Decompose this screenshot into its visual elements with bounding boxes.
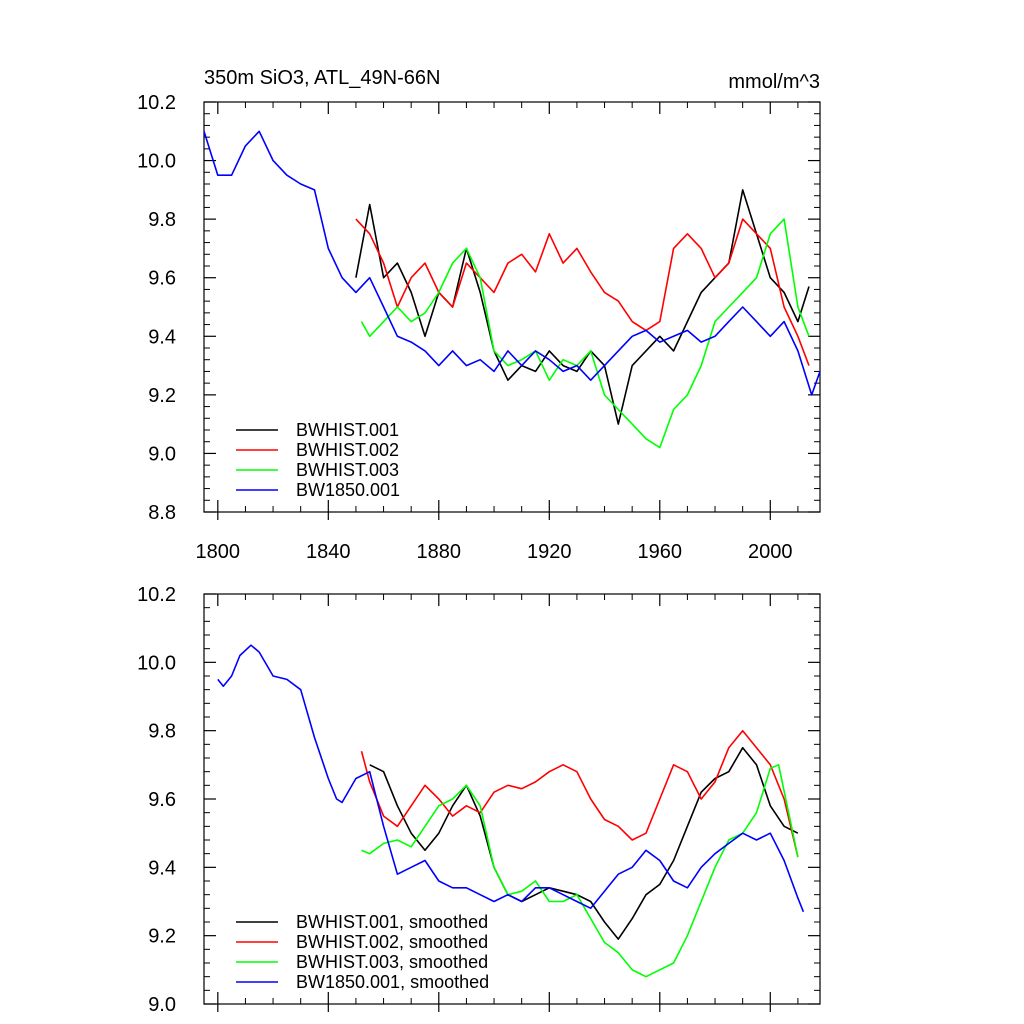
series-line — [355, 218, 810, 366]
x-tick-label: 1880 — [417, 541, 462, 563]
legend-label: BWHIST.002 — [296, 440, 399, 460]
series-line — [360, 218, 810, 449]
y-tick-label: 9.4 — [148, 857, 176, 879]
units-label: mmol/m^3 — [728, 71, 820, 93]
panel-top: 350m SiO3, ATL_49N-66N mmol/m^3 1800 1840… — [137, 67, 821, 563]
y-tick-label: 10.2 — [137, 584, 176, 606]
y-tick-label: 9.8 — [148, 209, 176, 231]
x-tick-label: 2000 — [748, 541, 793, 563]
legend-label: BWHIST.001 — [296, 420, 399, 440]
y-tick-label: 9.2 — [148, 926, 176, 948]
y-tick-label: 10.0 — [137, 151, 176, 173]
x-tick-label: 1920 — [527, 541, 572, 563]
y-tick-label: 9.6 — [148, 268, 176, 290]
y-tick-label: 8.8 — [148, 502, 176, 524]
legend-label: BW1850.001, smoothed — [296, 972, 489, 992]
series-line — [217, 644, 805, 913]
y-tick-label: 9.2 — [148, 385, 176, 407]
y-tick-label: 9.4 — [148, 326, 176, 348]
legend-label: BW1850.001 — [296, 480, 400, 500]
x-tick-label: 1840 — [306, 541, 351, 563]
y-tick-label: 9.0 — [148, 443, 176, 465]
series-line — [361, 763, 799, 978]
x-tick-label: 1960 — [638, 541, 683, 563]
y-tick-label: 9.6 — [148, 789, 176, 811]
series-line — [355, 189, 810, 425]
legend-label: BWHIST.001, smoothed — [296, 912, 488, 932]
chart-title: 350m SiO3, ATL_49N-66N — [204, 67, 440, 89]
y-tick-label: 10.0 — [137, 652, 176, 674]
legend-label: BWHIST.003, smoothed — [296, 952, 488, 972]
legend-label: BWHIST.002, smoothed — [296, 932, 488, 952]
legend-label: BWHIST.003 — [296, 460, 399, 480]
y-tick-label: 10.2 — [137, 92, 176, 114]
series-line — [360, 729, 799, 858]
panel-bottom: 9.0 9.2 9.4 9.6 9.8 10.0 10.2 BWHIST.001, smoot… — [137, 584, 821, 1016]
series-line — [369, 746, 799, 940]
y-tick-label: 9.8 — [148, 721, 176, 743]
x-tick-label: 1800 — [196, 541, 241, 563]
plot-frame — [203, 101, 821, 513]
y-tick-label: 9.0 — [148, 994, 176, 1016]
series-line — [203, 130, 821, 396]
